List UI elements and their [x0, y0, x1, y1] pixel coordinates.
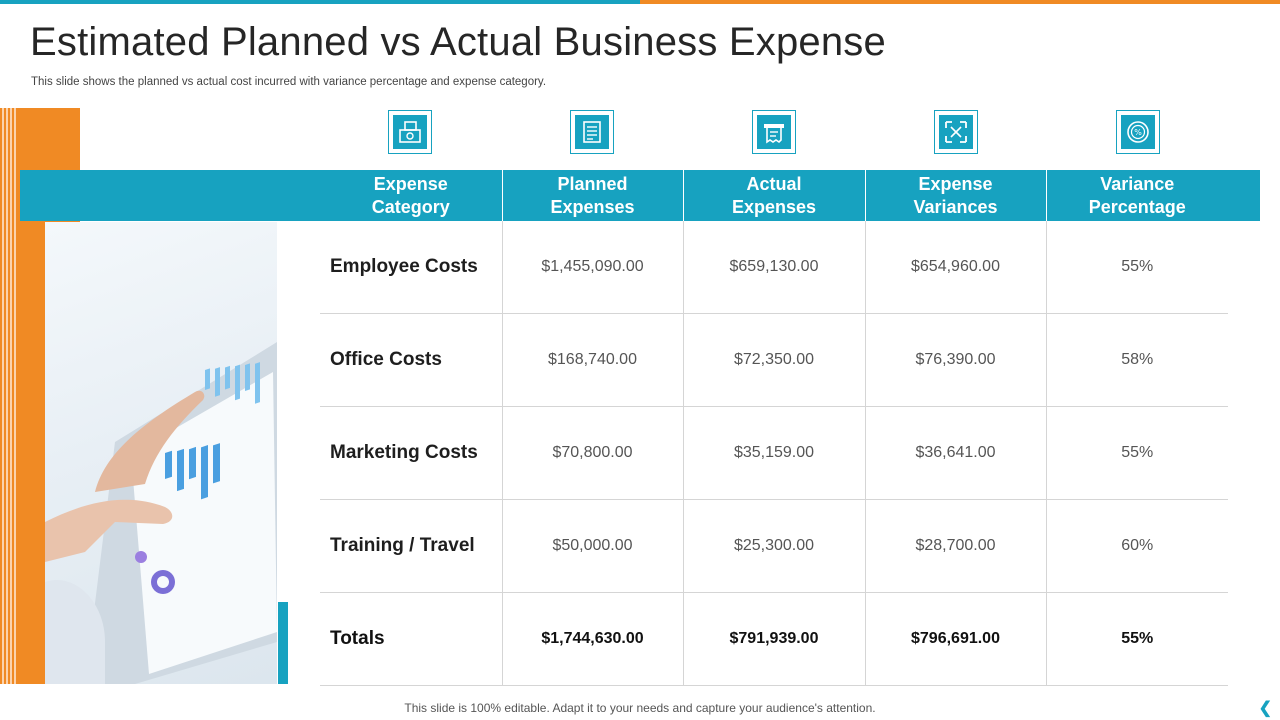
table-row: Office Costs $168,740.00 $72,350.00 $76,…: [320, 313, 1228, 407]
header-expense-variances: Expense Variances: [864, 170, 1046, 221]
header-planned-expenses: Planned Expenses: [501, 170, 683, 221]
decorative-stripes: [0, 108, 16, 684]
footer-note: This slide is 100% editable. Adapt it to…: [404, 701, 876, 715]
percentage-coin-icon: %: [1116, 110, 1160, 154]
table-row: Training / Travel $50,000.00 $25,300.00 …: [320, 499, 1228, 593]
receipt-icon: [752, 110, 796, 154]
total-variance-cell: $796,691.00: [864, 592, 1046, 686]
table-header-row: Expense Category Planned Expenses Actual Ex…: [320, 170, 1228, 221]
planned-expense-cell: $70,800.00: [501, 406, 683, 500]
total-planned-cell: $1,744,630.00: [501, 592, 683, 686]
planned-expense-cell: $1,455,090.00: [501, 221, 683, 314]
variance-percentage-cell: 60%: [1045, 499, 1228, 593]
actual-expense-cell: $25,300.00: [682, 499, 865, 593]
planned-expense-cell: $50,000.00: [501, 499, 683, 593]
variance-percentage-cell: 58%: [1045, 313, 1228, 407]
expense-table: Expense Category Planned Expenses Actual Ex…: [320, 170, 1228, 686]
totals-row: Totals $1,744,630.00 $791,939.00 $796,69…: [320, 592, 1228, 686]
actual-expense-cell: $35,159.00: [682, 406, 865, 500]
variance-arrows-icon: [934, 110, 978, 154]
actual-expense-cell: $72,350.00: [682, 313, 865, 407]
invoice-icon: [570, 110, 614, 154]
variance-cell: $36,641.00: [864, 406, 1046, 500]
header-actual-expenses: Actual Expenses: [682, 170, 865, 221]
variance-cell: $654,960.00: [864, 221, 1046, 314]
cash-register-icon: [388, 110, 432, 154]
table-row: Employee Costs $1,455,090.00 $659,130.00…: [320, 221, 1228, 314]
chevron-left-icon[interactable]: ❮: [1258, 700, 1272, 717]
table-row: Marketing Costs $70,800.00 $35,159.00 $3…: [320, 406, 1228, 500]
header-expense-category: Expense Category: [320, 170, 502, 221]
decorative-teal-bar: [278, 602, 288, 684]
expense-category-cell: Employee Costs: [320, 221, 502, 314]
total-actual-cell: $791,939.00: [682, 592, 865, 686]
expense-category-cell: Office Costs: [320, 313, 502, 407]
svg-text:%: %: [1134, 128, 1142, 137]
total-variance-percentage-cell: 55%: [1045, 592, 1228, 686]
planned-expense-cell: $168,740.00: [501, 313, 683, 407]
variance-percentage-cell: 55%: [1045, 406, 1228, 500]
variance-cell: $76,390.00: [864, 313, 1046, 407]
top-accent-bar-orange: [640, 0, 1280, 4]
header-variance-percentage: Variance Percentage: [1045, 170, 1228, 221]
variance-cell: $28,700.00: [864, 499, 1046, 593]
expense-category-cell: Training / Travel: [320, 499, 502, 593]
tablet-photo: [45, 222, 277, 684]
expense-category-cell: Marketing Costs: [320, 406, 502, 500]
page-subtitle: This slide shows the planned vs actual c…: [31, 76, 547, 88]
page-title: Estimated Planned vs Actual Business Exp…: [30, 20, 886, 64]
actual-expense-cell: $659,130.00: [682, 221, 865, 314]
top-accent-bar-teal: [0, 0, 640, 4]
totals-label: Totals: [320, 592, 502, 686]
variance-percentage-cell: 55%: [1045, 221, 1228, 314]
